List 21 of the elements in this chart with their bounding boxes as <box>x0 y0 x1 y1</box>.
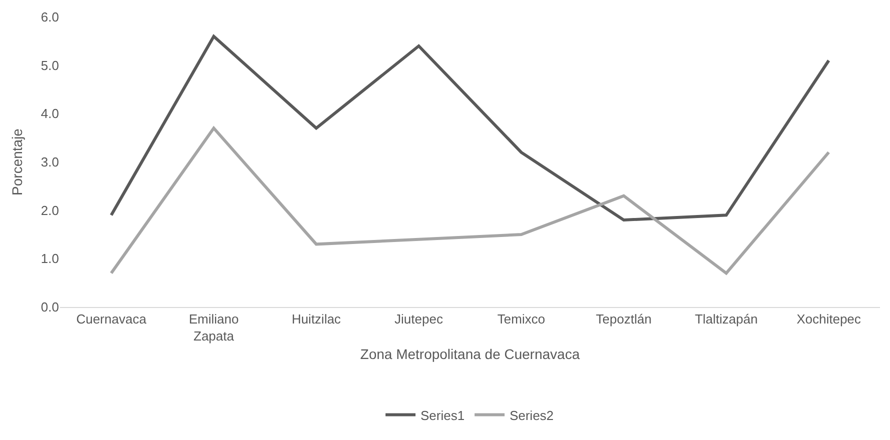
x-tick-label: Emiliano Zapata <box>188 312 239 344</box>
y-tick-label: 4.0 <box>40 106 59 122</box>
x-tick-label: Tlaltizapán <box>694 312 758 327</box>
x-tick-label: Xochitepec <box>796 312 862 327</box>
legend-label: Series1 <box>420 408 465 423</box>
legend-label: Series2 <box>510 408 554 423</box>
x-axis-title: Zona Metropolitana de Cuernavaca <box>360 346 580 362</box>
y-tick-label: 5.0 <box>40 58 59 73</box>
x-tick-label: Temixco <box>497 312 546 327</box>
x-tick-label: Huitzilac <box>292 312 342 327</box>
y-tick-label: 3.0 <box>40 154 59 170</box>
y-tick-label: 6.0 <box>40 10 59 25</box>
y-tick-label: 0.0 <box>40 300 59 315</box>
line-series <box>110 126 830 275</box>
y-axis-title: Porcentaje <box>9 128 25 196</box>
x-tick-label: Cuernavaca <box>76 312 148 327</box>
x-tick-label: Jiutepec <box>394 312 444 327</box>
y-tick-label: 2.0 <box>40 202 59 218</box>
x-tick-label: Tepoztlán <box>596 312 652 327</box>
y-tick-label: 1.0 <box>40 251 59 266</box>
line-series <box>110 34 830 222</box>
